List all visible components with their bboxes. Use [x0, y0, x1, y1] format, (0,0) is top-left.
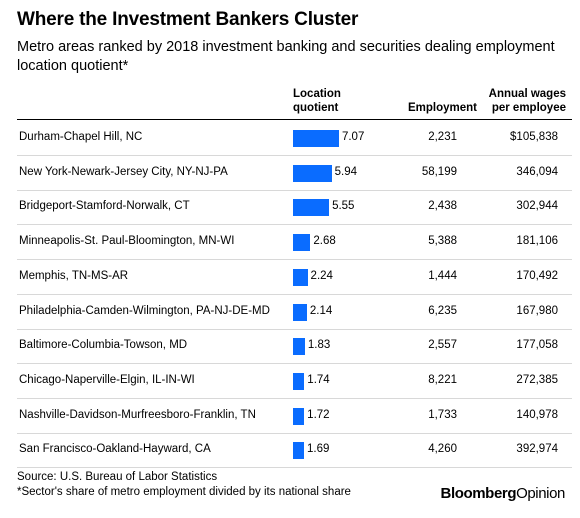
annual-wage-value: 346,094: [516, 165, 558, 178]
employment-value: 4,260: [428, 443, 457, 456]
location-quotient-bar: [293, 164, 332, 182]
employment-value: 1,444: [428, 269, 457, 282]
metro-name: Memphis, TN-MS-AR: [19, 269, 129, 282]
metro-name: Baltimore-Columbia-Towson, MD: [19, 339, 188, 352]
header-employment: Employment: [408, 102, 478, 114]
location-quotient-label: 5.94: [334, 165, 357, 178]
logo-bold: Bloomberg: [440, 485, 517, 502]
metro-name: San Francisco-Oakland-Hayward, CA: [19, 443, 211, 456]
table-row: Chicago-Naperville-Elgin, IL-IN-WI 1.74 8,…: [17, 364, 572, 399]
location-quotient-label: 7.07: [341, 131, 365, 143]
table-row: Nashville-Davidson-Murfreesboro-Franklin…: [17, 399, 572, 434]
header-location-quotient: Location quotient: [293, 87, 341, 115]
metro-name: Philadelphia-Camden-Wilmington, PA-NJ-DE…: [19, 304, 270, 317]
table-row: Bridgeport-Stamford-Norwalk, CT 5.55 2,438…: [17, 190, 572, 226]
location-quotient-bar: [293, 303, 307, 321]
table-row: New York-Newark-Jersey City, NY-NJ-PA 5.9…: [17, 156, 572, 191]
location-quotient-bar: [293, 199, 330, 217]
annual-wage-value: $105,838: [510, 131, 558, 143]
metro-name: Chicago-Naperville-Elgin, IL-IN-WI: [19, 373, 195, 386]
location-quotient-label: 2.24: [310, 269, 333, 282]
employment-value: 2,231: [428, 131, 457, 143]
header-wages-line2: per employee: [491, 102, 566, 114]
metro-name: Durham-Chapel Hill, NC: [19, 131, 143, 143]
table-row: Philadelphia-Camden-Wilmington, PA-NJ-DE…: [17, 295, 572, 330]
annual-wage-value: 302,944: [516, 200, 558, 213]
employment-value: 2,438: [428, 200, 457, 213]
employment-value: 6,235: [428, 304, 457, 317]
location-quotient-label: 2.68: [313, 235, 336, 248]
annual-wage-value: 170,492: [516, 269, 558, 282]
table-row: Durham-Chapel Hill, NC 7.07 2,231 $105,838: [17, 121, 572, 156]
location-quotient-bar: [293, 442, 304, 460]
header-lq-line1: Location: [293, 88, 341, 100]
employment-value: 8,221: [428, 373, 457, 386]
location-quotient-bar: [293, 407, 305, 425]
annual-wage-value: 177,058: [516, 339, 558, 352]
location-quotient-label: 1.69: [306, 443, 330, 456]
location-quotient-label: 1.83: [307, 339, 331, 352]
employment-value: 1,733: [428, 408, 457, 421]
location-quotient-bar: [293, 268, 308, 286]
metro-name: New York-Newark-Jersey City, NY-NJ-PA: [19, 165, 228, 178]
employment-value: 2,557: [428, 339, 457, 352]
location-quotient-label: 5.55: [332, 200, 355, 213]
header-rule: [17, 119, 572, 120]
source-note: Source: U.S. Bureau of Labor Statistics …: [17, 470, 351, 500]
header-lq-line2: quotient: [293, 102, 339, 114]
source-text: Source: U.S. Bureau of Labor Statistics: [17, 471, 218, 483]
location-quotient-label: 2.14: [309, 304, 333, 317]
footnote-text: *Sector's share of metro employment divi…: [17, 486, 351, 498]
bloomberg-opinion-logo: BloombergOpinion: [440, 485, 566, 502]
location-quotient-label: 1.72: [307, 408, 330, 421]
annual-wage-value: 140,978: [516, 408, 558, 421]
header-annual-wages: Annual wages per employee: [489, 87, 566, 115]
table-row: Memphis, TN-MS-AR 2.24 1,444 170,492: [17, 260, 572, 295]
metro-name: Minneapolis-St. Paul-Bloomington, MN-WI: [19, 235, 235, 248]
annual-wage-value: 181,106: [516, 235, 558, 248]
chart-title: Where the Investment Bankers Cluster: [17, 9, 359, 30]
location-quotient-bar: [293, 130, 339, 147]
table-row: Minneapolis-St. Paul-Bloomington, MN-WI 2…: [17, 225, 572, 261]
location-quotient-bar: [293, 338, 305, 356]
metro-name: Nashville-Davidson-Murfreesboro-Franklin…: [19, 408, 256, 421]
annual-wage-value: 272,385: [516, 373, 558, 386]
table-row: San Francisco-Oakland-Hayward, CA 1.69 4,2…: [17, 433, 572, 469]
employment-value: 5,388: [428, 235, 457, 248]
location-quotient-bar: [293, 372, 305, 390]
annual-wage-value: 392,974: [516, 443, 558, 456]
annual-wage-value: 167,980: [516, 304, 558, 317]
chart-subtitle: Metro areas ranked by 2018 investment ba…: [17, 39, 555, 74]
header-wages-line1: Annual wages: [488, 88, 566, 100]
location-quotient-bar: [293, 234, 311, 252]
employment-value: 58,199: [421, 165, 457, 178]
location-quotient-label: 1.74: [307, 373, 330, 386]
metro-name: Bridgeport-Stamford-Norwalk, CT: [19, 200, 190, 213]
logo-light: Opinion: [516, 485, 565, 502]
table-row: Baltimore-Columbia-Towson, MD 1.83 2,557 17…: [17, 329, 572, 365]
